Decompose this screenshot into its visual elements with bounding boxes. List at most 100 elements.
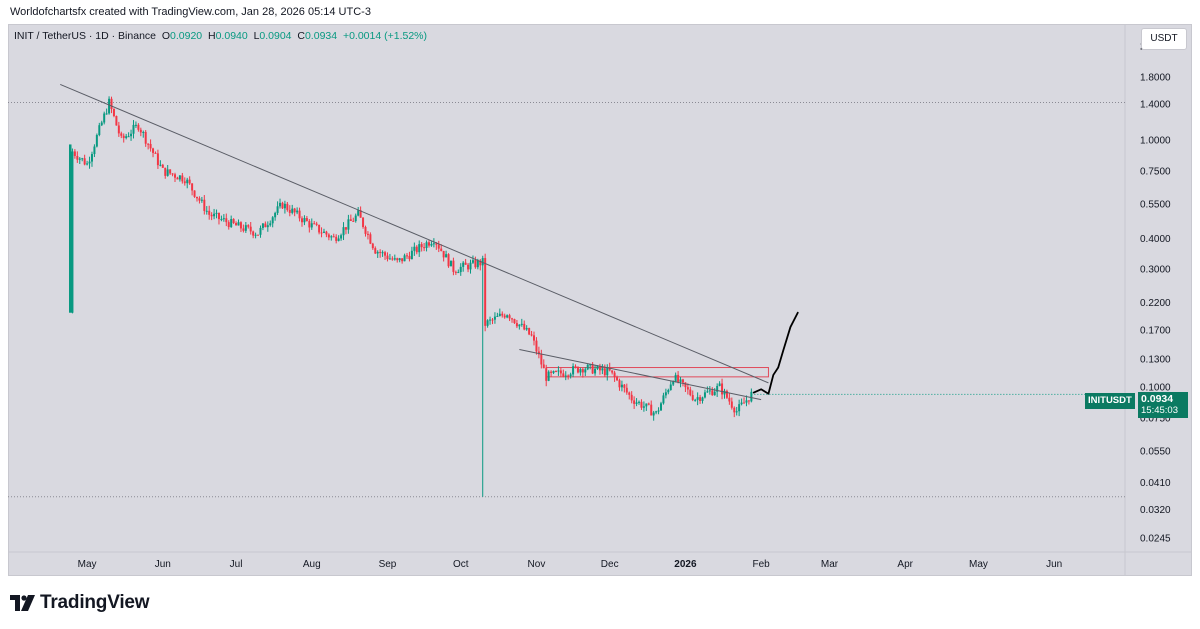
candle-body bbox=[76, 155, 79, 160]
candle-body bbox=[120, 133, 123, 136]
candle-body bbox=[635, 402, 638, 404]
candle-body bbox=[181, 175, 184, 182]
candle-body bbox=[186, 179, 189, 184]
chart-frame[interactable] bbox=[8, 24, 1192, 576]
candle-body bbox=[188, 179, 191, 184]
candle-body bbox=[347, 219, 350, 230]
candle-body bbox=[674, 374, 677, 382]
x-tick-label: Sep bbox=[379, 559, 397, 570]
candle-body bbox=[679, 379, 682, 382]
candle-body bbox=[554, 371, 557, 373]
candle-body bbox=[366, 233, 369, 235]
candle-body bbox=[730, 401, 733, 408]
candle-body bbox=[533, 335, 536, 341]
candle-body bbox=[222, 218, 225, 220]
candle-body bbox=[645, 403, 648, 407]
x-tick-label: Jun bbox=[155, 559, 171, 570]
candle-body bbox=[525, 327, 528, 330]
candle-body bbox=[596, 366, 599, 369]
candle-body bbox=[484, 258, 487, 326]
y-tick-label: 0.1700 bbox=[1140, 326, 1171, 337]
candle-body bbox=[93, 146, 96, 155]
candle-body bbox=[247, 225, 250, 227]
candle-body bbox=[625, 387, 628, 393]
candle-body bbox=[81, 158, 84, 160]
y-tick-label: 0.2200 bbox=[1140, 298, 1171, 309]
candle-body bbox=[225, 218, 228, 223]
candle-body bbox=[327, 234, 330, 238]
candle-body bbox=[689, 389, 692, 396]
candle-body bbox=[427, 242, 430, 246]
candle-body bbox=[286, 203, 289, 210]
candle-body bbox=[406, 255, 409, 257]
candle-body bbox=[330, 236, 333, 238]
candle-body bbox=[662, 395, 665, 404]
symbol-title[interactable]: INIT / TetherUS · 1D · Binance bbox=[14, 30, 157, 42]
bar-countdown: 15:45:03 bbox=[1141, 405, 1178, 416]
candle-body bbox=[520, 323, 523, 325]
candle-body bbox=[166, 169, 169, 176]
candle-body bbox=[471, 260, 474, 263]
candle-body bbox=[491, 319, 494, 321]
y-tick-label: 0.3000 bbox=[1140, 265, 1171, 276]
candle-body bbox=[322, 231, 325, 233]
candle-body bbox=[134, 124, 137, 126]
candle-body bbox=[442, 250, 445, 258]
projection-path bbox=[752, 311, 799, 395]
candle-body bbox=[579, 369, 582, 373]
candle-body bbox=[266, 225, 269, 228]
candle-body bbox=[220, 219, 223, 221]
candle-body bbox=[511, 318, 514, 320]
candle-body bbox=[591, 364, 594, 374]
candle-body bbox=[462, 262, 465, 267]
candle-body bbox=[652, 412, 655, 416]
candle-body bbox=[359, 210, 362, 218]
candle-body bbox=[513, 319, 516, 324]
candle-body bbox=[335, 236, 338, 241]
candle-body bbox=[562, 373, 565, 377]
candle-body bbox=[677, 374, 680, 382]
candle-body bbox=[396, 258, 399, 261]
candle-body bbox=[745, 400, 748, 403]
candle-body bbox=[357, 210, 360, 216]
candle-body bbox=[293, 208, 296, 213]
candle-body bbox=[740, 402, 743, 405]
candle-body bbox=[232, 219, 235, 224]
candle-body bbox=[90, 154, 93, 162]
candle-body bbox=[432, 243, 435, 245]
candle-body bbox=[78, 158, 81, 160]
candle-body bbox=[269, 223, 272, 226]
currency-button[interactable]: USDT bbox=[1141, 28, 1187, 50]
candle-body bbox=[386, 255, 389, 260]
tradingview-logo[interactable]: TradingView bbox=[10, 592, 150, 614]
x-tick-label: Oct bbox=[453, 559, 469, 570]
candle-body bbox=[503, 315, 506, 318]
candle-body bbox=[672, 381, 675, 385]
candle-body bbox=[142, 131, 145, 133]
candle-body bbox=[589, 364, 592, 366]
candle-body bbox=[271, 217, 274, 224]
candle-body bbox=[108, 98, 111, 114]
candle-body bbox=[176, 177, 179, 180]
candle-body bbox=[205, 210, 208, 212]
candle-body bbox=[283, 203, 286, 209]
candle-body bbox=[354, 215, 357, 222]
candle-body bbox=[193, 190, 196, 197]
candle-body bbox=[474, 260, 477, 268]
candle-body bbox=[257, 234, 260, 236]
candle-body bbox=[598, 366, 601, 371]
last-price-value: 0.0934 bbox=[1141, 393, 1174, 405]
candle-body bbox=[559, 370, 562, 374]
candle-body bbox=[420, 244, 423, 248]
candle-body bbox=[237, 222, 240, 226]
candle-body bbox=[464, 262, 467, 265]
candle-body bbox=[310, 223, 313, 228]
candle-body bbox=[623, 384, 626, 388]
candle-body bbox=[374, 248, 377, 254]
y-tick-label: 0.0245 bbox=[1140, 533, 1171, 544]
candle-body bbox=[701, 397, 704, 401]
open-label: O bbox=[161, 30, 171, 42]
candle-body bbox=[603, 368, 606, 376]
y-tick-label: 1.0000 bbox=[1140, 136, 1171, 147]
